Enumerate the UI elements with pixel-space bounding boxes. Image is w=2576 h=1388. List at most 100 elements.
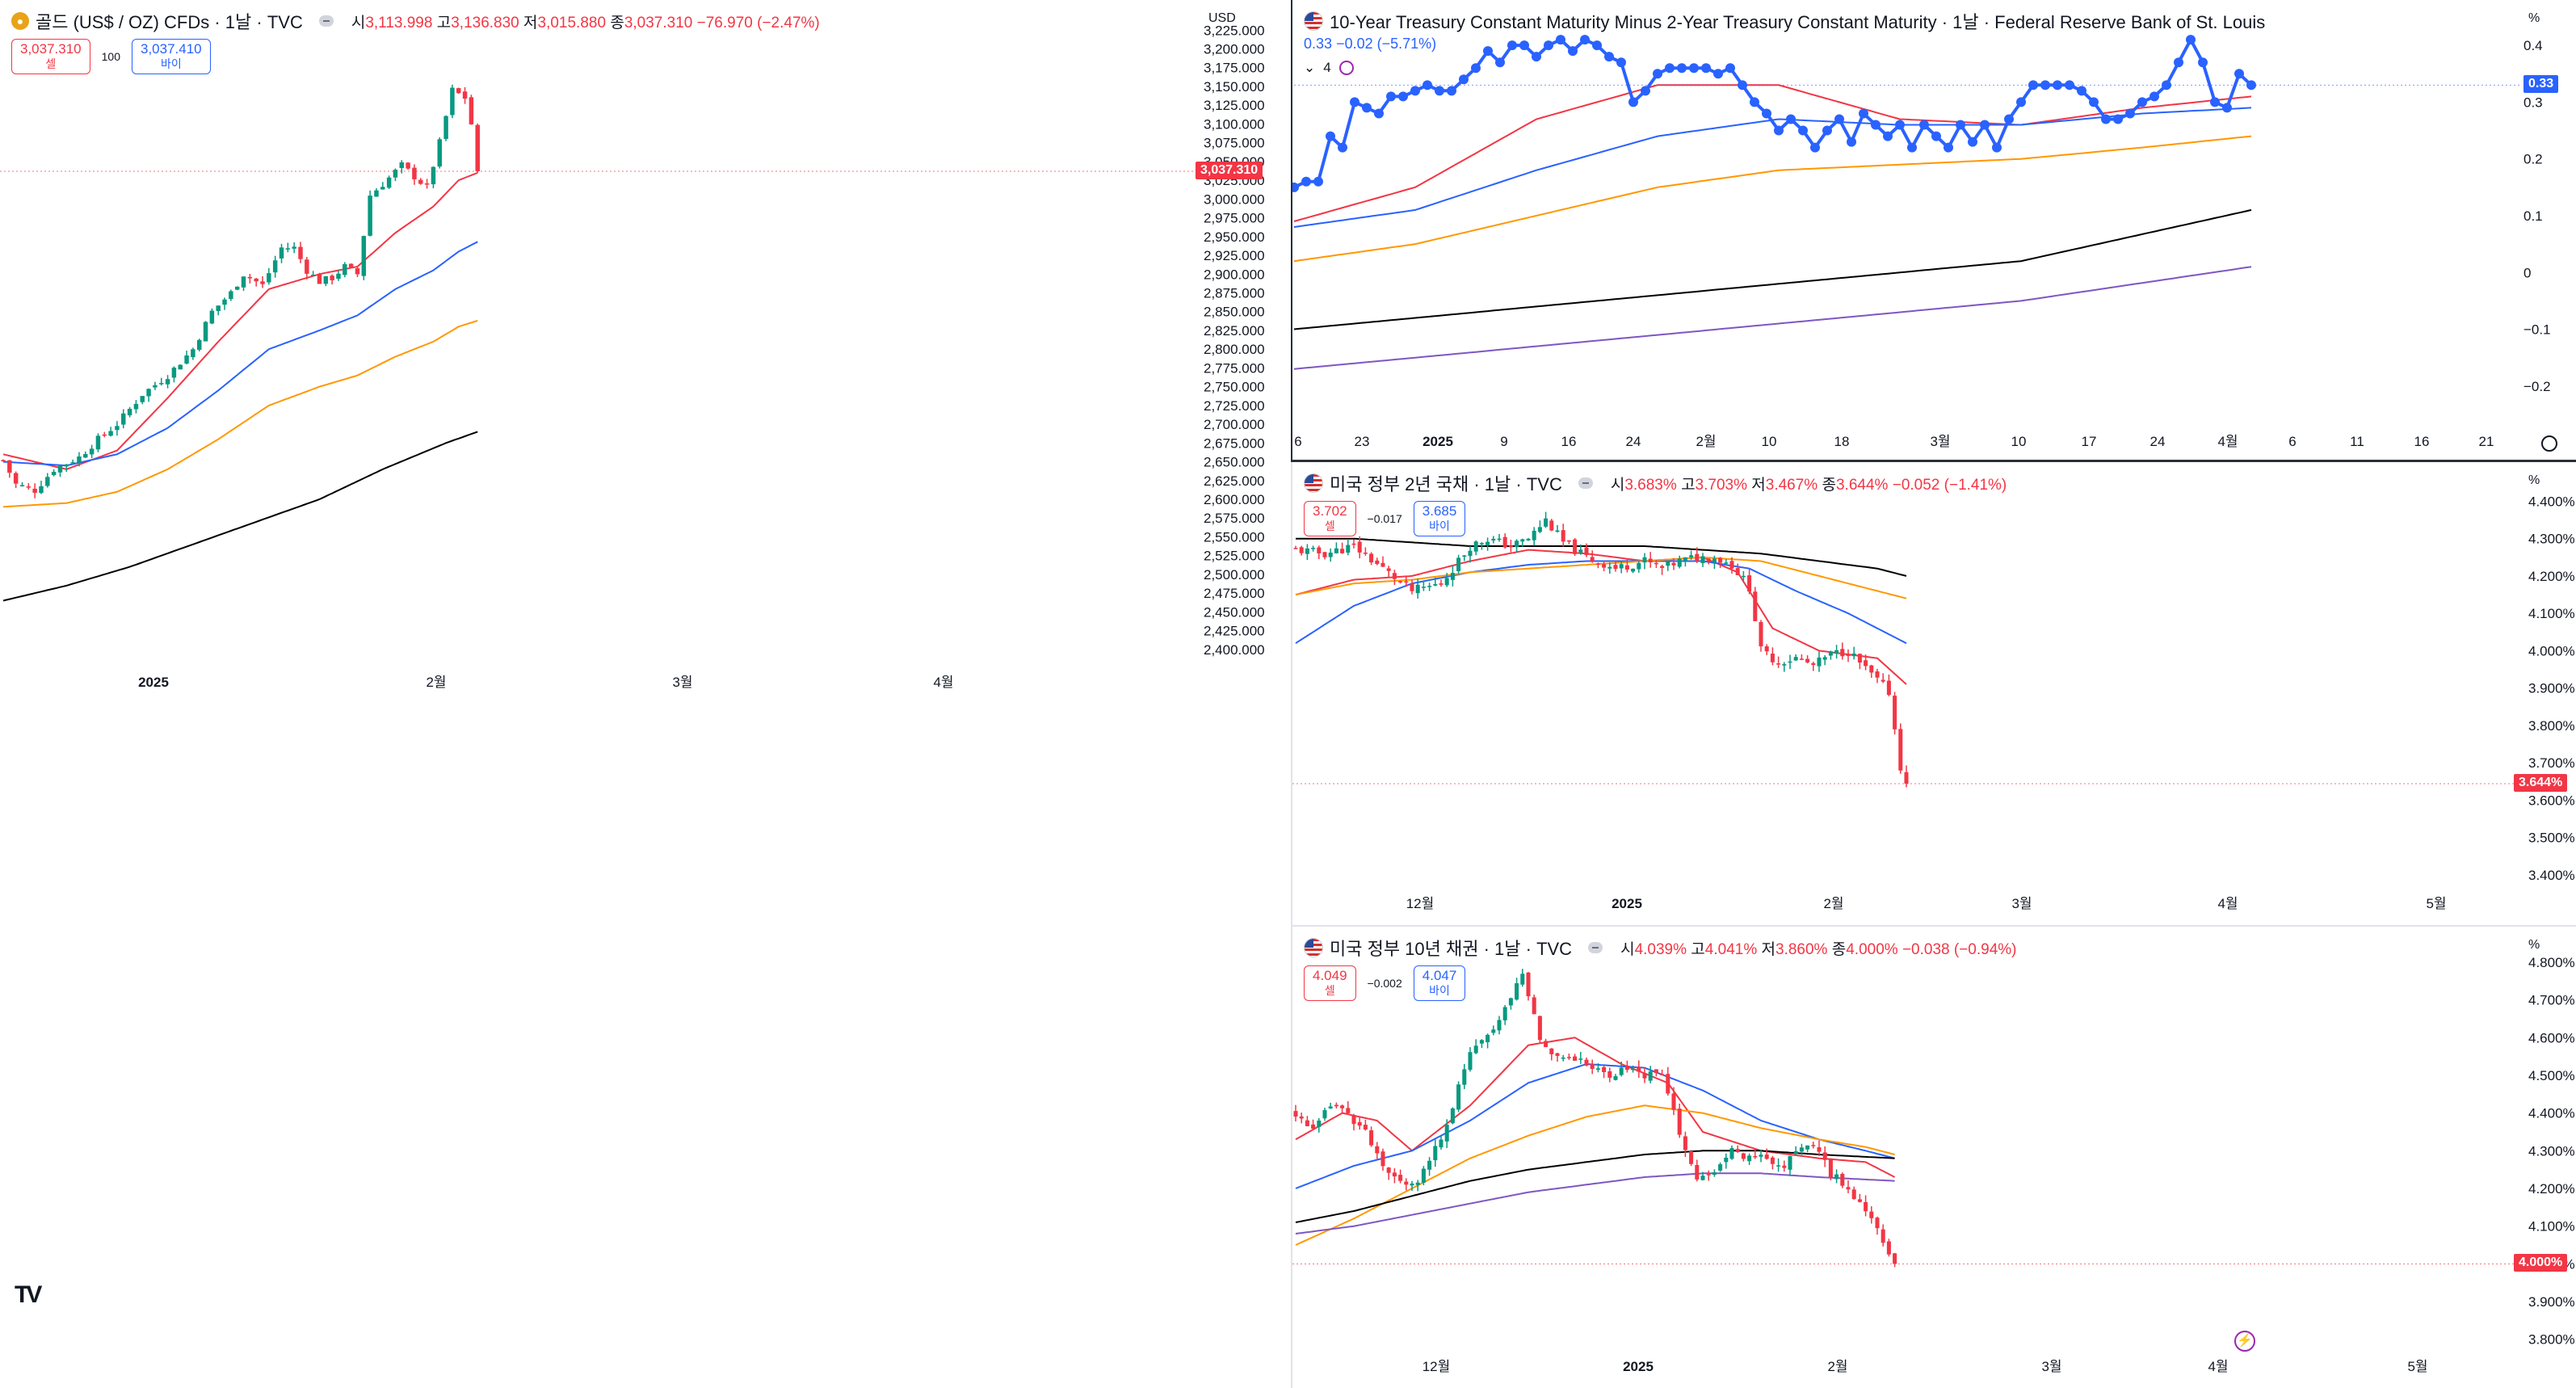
settings-gear-icon[interactable] [2541, 435, 2557, 452]
sma-line-sma200 [1296, 537, 1907, 577]
candle-body [1607, 1071, 1612, 1078]
candle-body [1578, 1058, 1583, 1060]
y-tick-label: 2,500.000 [1204, 567, 1265, 583]
us10y-legend: 미국 정부 10년 채권 · 1날 · TVC 시4.039% 고4.041% … [1304, 935, 2017, 961]
candle-body [1666, 1074, 1670, 1094]
lightning-event-icon[interactable]: ⚡ [2234, 1331, 2255, 1352]
candle-body [1793, 657, 1798, 661]
spread-data-point [2149, 91, 2159, 102]
candle-body [1724, 562, 1729, 564]
spread-data-point [1871, 120, 1881, 130]
us2y-chart-canvas[interactable]: 4.400% 4.300% 4.200% 4.100% 4.000% 3.900% 3.80… [1292, 462, 2576, 927]
spread-data-point [2137, 97, 2147, 107]
us2y-buy-button[interactable]: 3.685 바이 [1413, 501, 1466, 536]
sma-line-sma20 [1295, 549, 1907, 685]
gold-sell-button[interactable]: 3,037.310 셀 [11, 39, 90, 74]
x-tick-label: 3월 [1930, 434, 1950, 449]
sma-line-sma50 [1295, 1062, 1895, 1189]
y-tick-label: 2,950.000 [1204, 229, 1265, 245]
y-tick-label: 0.1 [2523, 208, 2543, 224]
candle-body [1776, 663, 1781, 665]
candle-body [462, 91, 468, 99]
indicator-settings-icon[interactable] [1338, 61, 1354, 75]
gold-chart-panel[interactable]: 3,225.000 3,200.000 3,175.000 3,150.000 3,12… [0, 0, 1291, 1388]
y-tick-label: 2,825.000 [1204, 323, 1265, 339]
spread-data-point [1980, 120, 1990, 130]
tradingview-logo[interactable]: TV [15, 1281, 42, 1308]
candle-body [1398, 581, 1403, 583]
hide-legend-icon[interactable] [318, 15, 334, 27]
candle-body [348, 263, 354, 267]
y-tick-label: 3,225.000 [1204, 23, 1265, 38]
candle-body [1317, 547, 1322, 553]
y-tick-label: 4.100% [2528, 606, 2575, 621]
y-tick-label: 4.100% [2528, 1219, 2575, 1234]
spread-data-point [1956, 120, 1965, 130]
candle-body [1840, 1174, 1845, 1186]
spread-title[interactable]: 10-Year Treasury Constant Maturity Minus… [1330, 12, 2266, 32]
spread-data-point [1313, 176, 1323, 187]
x-tick-label: 2025 [138, 675, 169, 690]
spread-data-point [1786, 114, 1796, 124]
x-tick-label: 3월 [2011, 896, 2032, 911]
y-tick-label: 2,850.000 [1204, 305, 1265, 320]
candle-body [1299, 1116, 1304, 1119]
candle-body [1549, 1048, 1554, 1054]
chevron-down-icon[interactable]: ⌄ [1304, 60, 1316, 75]
y-tick-label: 3,200.000 [1204, 42, 1265, 57]
candle-body [1375, 560, 1380, 565]
gold-currency-label[interactable]: USD [1208, 11, 1236, 25]
spread-data-point [1292, 182, 1299, 192]
us10y-chart-canvas[interactable]: 4.800% 4.700% 4.600% 4.500% 4.400% 4.300% 4.20… [1292, 927, 2576, 1388]
candle-body [1380, 1151, 1385, 1167]
sma-line-sma300 [1293, 266, 2252, 370]
gold-title[interactable]: 골드 (US$ / OZ) CFDs · 1날 · TVC [36, 12, 303, 32]
candle-body [1729, 561, 1734, 569]
spread-data-point [1338, 142, 1347, 153]
us10y-chart-panel[interactable]: 4.800% 4.700% 4.600% 4.500% 4.400% 4.300% 4.20… [1291, 927, 2576, 1388]
us10y-ohlc: 시4.039% 고4.041% 저3.860% 종4.000% −0.038 (… [1620, 940, 2017, 958]
hide-legend-icon[interactable] [1588, 942, 1603, 953]
candle-body [1706, 558, 1711, 562]
spread-data-point [2004, 114, 2014, 124]
gold-buy-button[interactable]: 3,037.410 바이 [132, 39, 211, 74]
sma-line-sma50 [1293, 107, 2252, 228]
us10y-buy-button[interactable]: 4.047 바이 [1413, 965, 1466, 1001]
sma-line-sma50 [2, 241, 478, 467]
y-tick-label: 2,725.000 [1204, 398, 1265, 414]
spread-data-point [1326, 131, 1335, 141]
candle-body [1869, 665, 1874, 673]
y-tick-label: 4.800% [2528, 955, 2575, 970]
gold-coin-icon: ● [11, 12, 29, 30]
hide-legend-icon[interactable] [1578, 477, 1593, 489]
candle-body [292, 246, 296, 249]
candle-body [1712, 1171, 1717, 1176]
spread-chart-panel[interactable]: 0.4 0.3 0.2 0.1 0 −0.1 −0.2 6 23 2025 9 16 24 2월 10 18 3… [1291, 0, 2576, 462]
candle-body [1380, 562, 1385, 567]
candle-body [1805, 658, 1810, 662]
spread-chart-canvas[interactable]: 0.4 0.3 0.2 0.1 0 −0.1 −0.2 6 23 2025 9 16 24 2월 10 18 3… [1292, 0, 2576, 462]
candle-body [1619, 1067, 1624, 1075]
candle-body [1689, 555, 1694, 557]
us10y-sell-button[interactable]: 4.049 셀 [1304, 965, 1356, 1001]
candle-body [285, 248, 291, 250]
spread-indicator-controls[interactable]: ⌄ 4 [1304, 60, 1354, 76]
us2y-sell-button[interactable]: 3.702 셀 [1304, 501, 1356, 536]
candle-body [1619, 564, 1624, 569]
candle-body [1311, 1124, 1316, 1129]
candle-body [1822, 1152, 1827, 1160]
y-tick-label: 3,075.000 [1204, 136, 1265, 151]
candle-body [1735, 568, 1740, 575]
us2y-chart-panel[interactable]: 4.400% 4.300% 4.200% 4.100% 4.000% 3.900% 3.80… [1291, 462, 2576, 927]
candle-body [1893, 1253, 1897, 1264]
candle-body [1753, 1155, 1758, 1158]
us10y-title[interactable]: 미국 정부 10년 채권 · 1날 · TVC [1330, 939, 1573, 959]
candle-body [247, 276, 253, 279]
candle-body [1735, 1149, 1740, 1152]
us2y-title[interactable]: 미국 정부 2년 국채 · 1날 · TVC [1330, 474, 1562, 494]
candle-body [19, 485, 25, 486]
gold-trade-boxes: 3,037.310 셀 100 3,037.410 바이 [11, 39, 211, 74]
candle-body [77, 456, 82, 463]
candle-body [1515, 983, 1519, 1000]
gold-chart-canvas[interactable]: 3,225.000 3,200.000 3,175.000 3,150.000 3,12… [0, 0, 1291, 1388]
